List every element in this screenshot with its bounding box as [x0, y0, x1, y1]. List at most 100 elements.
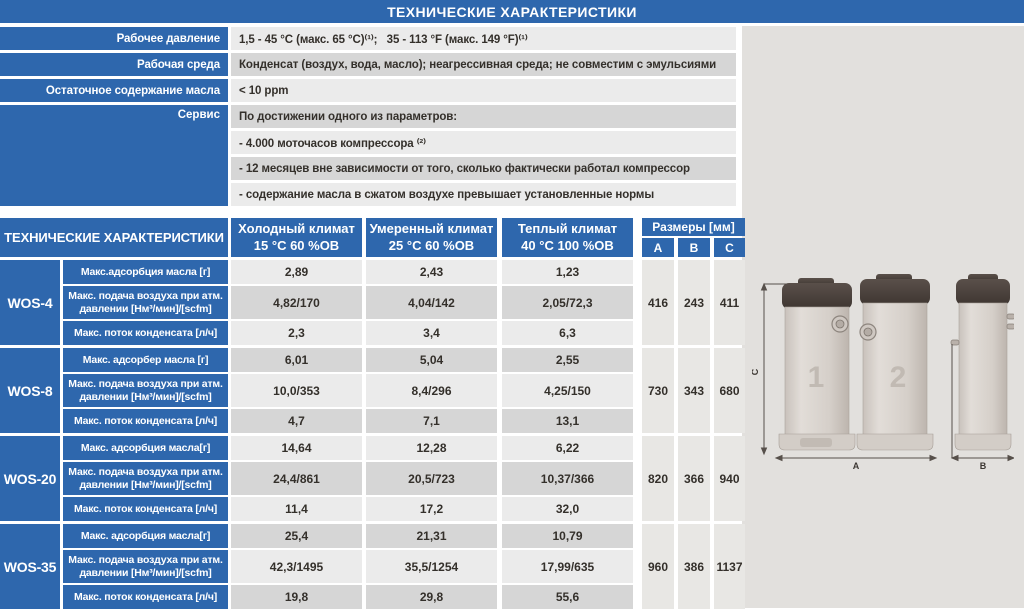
value-cell: 12,28: [366, 436, 497, 460]
value-cell: 42,3/1495: [231, 550, 362, 583]
value-cell: 10,0/353: [231, 374, 362, 407]
value-cell: 6,3: [502, 321, 633, 345]
table-header-title: ТЕХНИЧЕСКИЕ ХАРАКТЕРИСТИКИ: [0, 218, 228, 257]
service-line: - 12 месяцев вне зависимости от того, ск…: [231, 157, 736, 180]
tank-front-2: 2: [856, 274, 934, 451]
param-label: Макс.адсорбция масла [г]: [63, 260, 228, 284]
table-header: ТЕХНИЧЕСКИЕ ХАРАКТЕРИСТИКИ Холодный клим…: [0, 218, 745, 257]
value-cell: 4,82/170: [231, 286, 362, 319]
value-cell: 13,1: [502, 409, 633, 433]
param-label: Макс. адсорбция масла[г]: [63, 524, 228, 548]
climate-name: Холодный климат: [238, 220, 355, 236]
dim-col-c: C: [714, 238, 745, 257]
climate-name: Умеренный климат: [369, 220, 494, 236]
spec-value: 1,5 - 45 °C (макс. 65 °C)⁽¹⁾; 35 - 113 °…: [231, 27, 736, 50]
value-cell: 6,22: [502, 436, 633, 460]
characteristics-table: ТЕХНИЧЕСКИЕ ХАРАКТЕРИСТИКИ Холодный клим…: [0, 218, 745, 609]
value-cell: 21,31: [366, 524, 497, 548]
dims-title: Размеры [мм]: [642, 218, 745, 236]
dim-value-b: 243: [678, 260, 710, 345]
column-header-dimensions: Размеры [мм] A B C: [642, 218, 745, 257]
spec-label: Остаточное содержание масла: [0, 79, 228, 102]
dim-col-a: A: [642, 238, 674, 257]
dim-value-c: 411: [714, 260, 745, 345]
dim-label-a: A: [853, 461, 860, 471]
dim-value-c: 940: [714, 436, 745, 521]
value-cell: 2,05/72,3: [502, 286, 633, 319]
dim-value-a: 960: [642, 524, 674, 609]
climate-name: Теплый климат: [517, 220, 618, 236]
tank-number-1: 1: [808, 361, 825, 394]
column-header-cold: Холодный климат 15 °C 60 %ОВ: [231, 218, 362, 257]
service-line: - 4.000 моточасов компрессора ⁽²⁾: [231, 131, 736, 154]
value-cell: 8,4/296: [366, 374, 497, 407]
dim-value-b: 343: [678, 348, 710, 433]
param-label: Макс. поток конденсата [л/ч]: [63, 497, 228, 521]
value-cell: 2,43: [366, 260, 497, 284]
param-label: Макс. адсорбер масла [г]: [63, 348, 228, 372]
dimension-line-b: [950, 344, 1016, 462]
spec-row: Остаточное содержание масла < 10 ppm: [0, 79, 736, 102]
spec-row: Рабочее давление 1,5 - 45 °C (макс. 65 °…: [0, 27, 736, 50]
dim-label-c: C: [752, 368, 760, 375]
separator-drawing-svg: C 1 2 A: [750, 274, 1016, 471]
dim-value-c: 680: [714, 348, 745, 433]
climate-condition: 40 °C 100 %ОВ: [521, 237, 614, 253]
climate-condition: 15 °C 60 %ОВ: [253, 237, 340, 253]
spec-row: Рабочая среда Конденсат (воздух, вода, м…: [0, 53, 736, 76]
column-header-moderate: Умеренный климат 25 °C 60 %ОВ: [366, 218, 497, 257]
model-group-wos-8: WOS-8 Макс. адсорбер масла [г] Макс. под…: [0, 348, 745, 433]
value-cell: 1,23: [502, 260, 633, 284]
param-label: Макс. поток конденсата [л/ч]: [63, 321, 228, 345]
param-label: Макс. подача воздуха при атм. давлении […: [63, 550, 228, 583]
value-cell: 4,04/142: [366, 286, 497, 319]
param-label: Макс. подача воздуха при атм. давлении […: [63, 462, 228, 495]
value-cell: 4,25/150: [502, 374, 633, 407]
tank-front-1: 1: [778, 278, 856, 451]
value-cell: 35,5/1254: [366, 550, 497, 583]
value-cell: 3,4: [366, 321, 497, 345]
dim-value-a: 730: [642, 348, 674, 433]
model-name: WOS-4: [0, 260, 60, 345]
value-cell: 10,79: [502, 524, 633, 548]
value-cell: 32,0: [502, 497, 633, 521]
dimension-line-a: [774, 454, 938, 462]
value-cell: 25,4: [231, 524, 362, 548]
service-line: - содержание масла в сжатом воздухе прев…: [231, 183, 736, 206]
spec-value: < 10 ppm: [231, 79, 736, 102]
value-cell: 2,3: [231, 321, 362, 345]
value-cell: 17,2: [366, 497, 497, 521]
model-group-wos-4: WOS-4 Макс.адсорбция масла [г] Макс. под…: [0, 260, 745, 345]
model-name: WOS-20: [0, 436, 60, 521]
spec-label: Рабочая среда: [0, 53, 228, 76]
model-name: WOS-8: [0, 348, 60, 433]
spec-row-service: Сервис По достижении одного из параметро…: [0, 105, 736, 206]
tank-side: [950, 274, 1016, 451]
value-cell: 5,04: [366, 348, 497, 372]
value-cell: 24,4/861: [231, 462, 362, 495]
param-label: Макс. адсорбция масла[г]: [63, 436, 228, 460]
value-cell: 14,64: [231, 436, 362, 460]
value-cell: 2,89: [231, 260, 362, 284]
model-group-wos-35: WOS-35 Макс. адсорбция масла[г] Макс. по…: [0, 524, 745, 609]
dim-value-b: 366: [678, 436, 710, 521]
dim-value-a: 820: [642, 436, 674, 521]
param-label: Макс. поток конденсата [л/ч]: [63, 585, 228, 609]
value-cell: 17,99/635: [502, 550, 633, 583]
value-cell: 20,5/723: [366, 462, 497, 495]
spec-value: Конденсат (воздух, вода, масло); неагрес…: [231, 53, 736, 76]
climate-condition: 25 °C 60 %ОВ: [388, 237, 475, 253]
tank-number-2: 2: [890, 361, 907, 394]
value-cell: 11,4: [231, 497, 362, 521]
service-line: По достижении одного из параметров:: [231, 105, 736, 128]
value-cell: 7,1: [366, 409, 497, 433]
column-header-warm: Теплый климат 40 °C 100 %ОВ: [502, 218, 633, 257]
dim-value-a: 416: [642, 260, 674, 345]
value-cell: 19,8: [231, 585, 362, 609]
value-cell: 6,01: [231, 348, 362, 372]
dim-value-b: 386: [678, 524, 710, 609]
value-cell: 4,7: [231, 409, 362, 433]
service-lines: По достижении одного из параметров: - 4.…: [231, 105, 736, 206]
value-cell: 55,6: [502, 585, 633, 609]
general-specs-table: Рабочее давление 1,5 - 45 °C (макс. 65 °…: [0, 27, 736, 206]
